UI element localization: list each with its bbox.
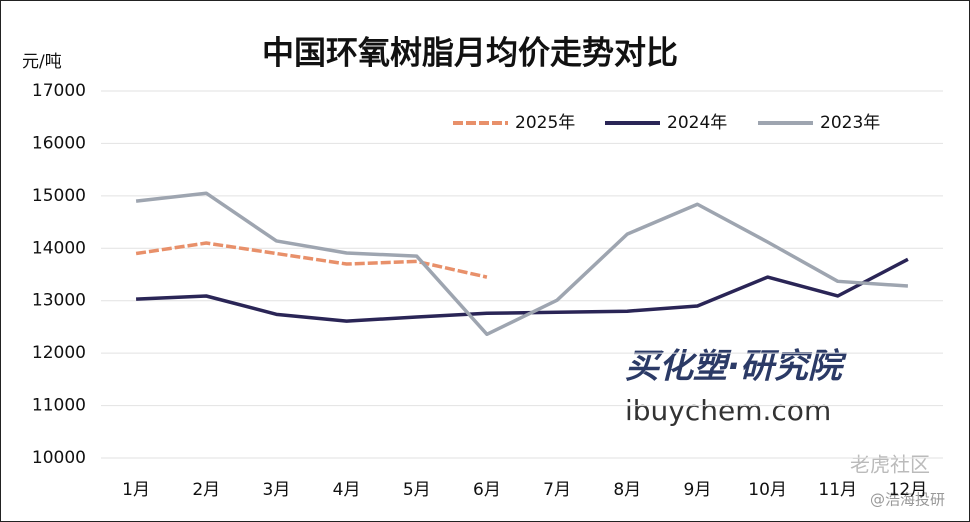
x-tick-label: 9月 — [684, 480, 712, 500]
watermark: 买化塑·研究院 — [625, 347, 848, 387]
legend-label: 2025年 — [515, 113, 575, 133]
x-tick-label: 2月 — [192, 480, 220, 500]
watermark: 老虎社区 — [850, 453, 930, 477]
y-axis-label: 元/吨 — [22, 52, 62, 72]
x-tick-label: 3月 — [263, 480, 291, 500]
x-tick-label: 5月 — [403, 480, 431, 500]
x-tick-label: 1月 — [122, 480, 150, 500]
x-tick-label: 11月 — [818, 480, 857, 500]
x-tick-label: 12月 — [889, 480, 928, 500]
x-tick-label: 7月 — [543, 480, 571, 500]
y-tick-label: 17000 — [32, 81, 86, 101]
line-series — [135, 241, 488, 279]
x-tick-label: 8月 — [613, 480, 641, 500]
y-tick-label: 12000 — [32, 343, 86, 363]
x-tick-label: 4月 — [333, 480, 361, 500]
y-tick-label: 11000 — [32, 396, 86, 416]
y-tick-label: 15000 — [32, 186, 86, 206]
legend-label: 2024年 — [667, 113, 727, 133]
y-tick-label: 14000 — [32, 238, 86, 258]
y-tick-label: 16000 — [32, 133, 86, 153]
x-tick-label: 6月 — [473, 480, 501, 500]
watermark: @浩海投研 — [870, 491, 945, 509]
line-series — [135, 191, 909, 337]
watermark: ibuychem.com — [625, 394, 831, 427]
line-series — [136, 257, 909, 323]
chart-title: 中国环氧树脂月均价走势对比 — [262, 34, 678, 72]
y-tick-label: 10000 — [32, 448, 86, 468]
y-tick-label: 13000 — [32, 291, 86, 311]
legend-label: 2023年 — [820, 113, 880, 133]
x-tick-label: 10月 — [748, 480, 787, 500]
